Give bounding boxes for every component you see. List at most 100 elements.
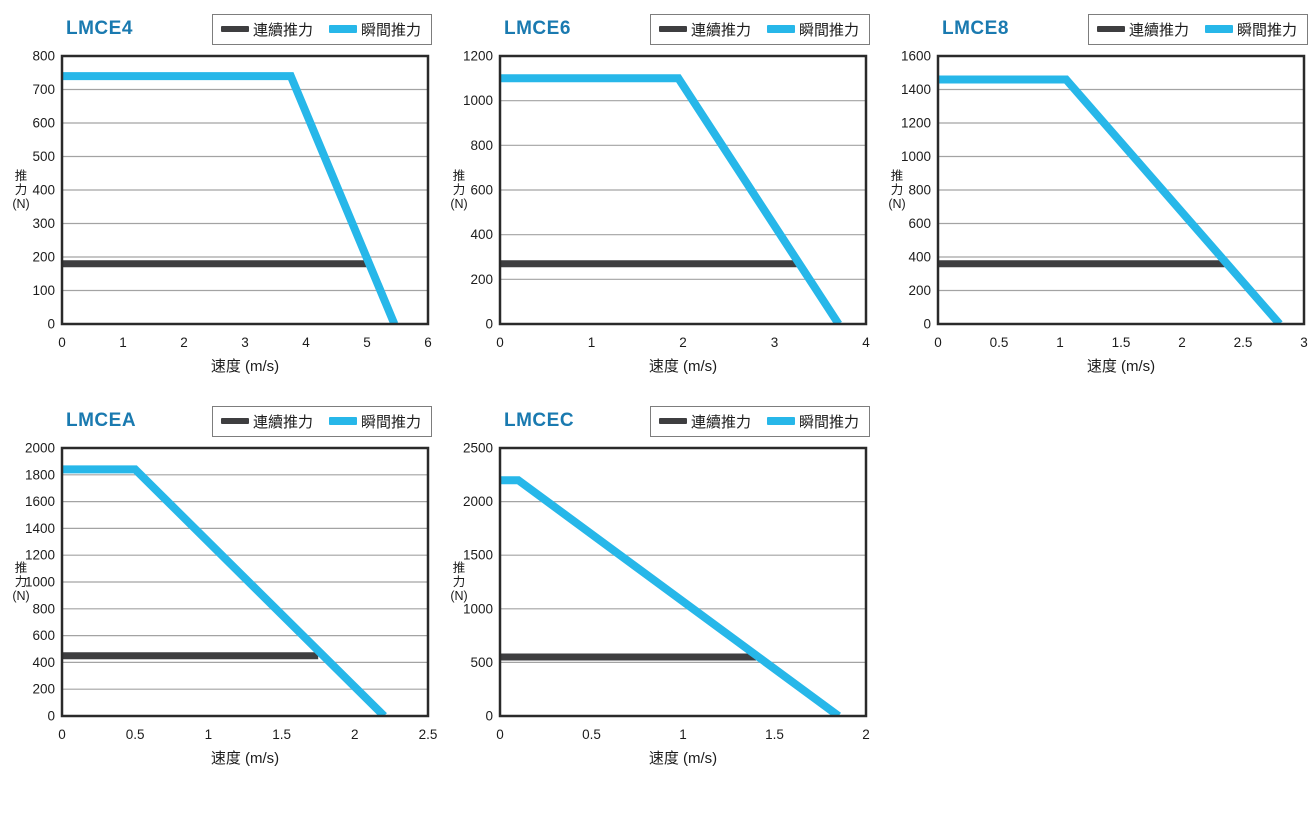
chart-title: LMCEA	[66, 410, 137, 431]
svg-text:2.5: 2.5	[1234, 335, 1253, 350]
svg-text:(N): (N)	[450, 589, 467, 603]
x-tick-labels: 0 0.5 1 1.5 2	[496, 727, 870, 742]
x-axis-label: 速度 (m/s)	[1087, 358, 1155, 375]
x-tick-labels: 0 1 2 3 4	[496, 335, 870, 350]
svg-text:400: 400	[470, 227, 493, 242]
svg-text:0: 0	[923, 317, 931, 332]
legend-item-instant: 瞬間推力	[1204, 19, 1297, 40]
legend: 連續推力 瞬間推力	[1087, 13, 1308, 45]
instant-thrust-swatch	[766, 417, 795, 425]
svg-text:500: 500	[32, 149, 55, 164]
svg-text:1: 1	[588, 335, 596, 350]
legend-label-continuous: 連續推力	[252, 21, 313, 39]
svg-text:4: 4	[862, 335, 870, 350]
plot-area: 0 200 400 600 800 1000 1200 1400 1600 1800 2000 0 0.…	[0, 438, 438, 770]
svg-text:0: 0	[485, 317, 493, 332]
svg-text:3: 3	[771, 335, 779, 350]
x-tick-labels: 0 0.5 1 1.5 2 2.5 3	[934, 335, 1308, 350]
continuous-thrust-swatch	[1096, 26, 1125, 32]
continuous-thrust-swatch	[220, 418, 249, 424]
instant-thrust-swatch	[1204, 25, 1233, 33]
svg-text:1: 1	[679, 727, 687, 742]
svg-text:1600: 1600	[25, 494, 55, 509]
legend-item-instant: 瞬間推力	[766, 411, 859, 432]
svg-text:600: 600	[32, 628, 55, 643]
svg-text:300: 300	[32, 216, 55, 231]
legend: 連續推力 瞬間推力	[211, 13, 432, 45]
plot-area: 0 500 1000 1500 2000 2500 0 0.5 1 1.5 2 速度 (m/s) 推力(…	[438, 438, 876, 770]
svg-text:1000: 1000	[25, 575, 55, 590]
svg-text:1.5: 1.5	[272, 727, 291, 742]
svg-text:力: 力	[453, 183, 466, 197]
svg-text:800: 800	[470, 138, 493, 153]
legend-item-continuous: 連續推力	[220, 19, 313, 40]
svg-text:推: 推	[15, 561, 28, 575]
svg-text:3: 3	[241, 335, 249, 350]
svg-text:3: 3	[1300, 335, 1308, 350]
svg-text:1.5: 1.5	[1112, 335, 1131, 350]
svg-text:推: 推	[453, 169, 466, 183]
y-tick-labels: 0 200 400 600 800 1000 1200 1400 1600 1800 2000	[25, 441, 55, 724]
svg-text:2: 2	[351, 727, 359, 742]
legend-item-instant: 瞬間推力	[328, 411, 421, 432]
svg-text:1400: 1400	[25, 521, 55, 536]
x-axis-label: 速度 (m/s)	[211, 750, 279, 767]
y-tick-labels: 0 200 400 600 800 1000 1200 1400 1600	[901, 49, 931, 332]
chart-block-lmce4: LMCE4 連續推力 瞬間推力 0 100 200 300 400 500 600 700 80…	[0, 12, 438, 378]
plot-area: 0 200 400 600 800 1000 1200 0 1 2 3 4 速度 (m/s) 推力 (N)	[438, 46, 876, 378]
plot-border	[498, 54, 868, 326]
svg-text:1: 1	[1056, 335, 1064, 350]
legend-label-instant: 瞬間推力	[360, 21, 421, 39]
svg-text:0: 0	[58, 727, 66, 742]
plot-border	[60, 446, 430, 718]
instant-thrust-line	[500, 74, 842, 324]
svg-text:1000: 1000	[463, 601, 493, 616]
svg-text:800: 800	[908, 183, 931, 198]
svg-text:0: 0	[47, 317, 55, 332]
continuous-thrust-swatch	[220, 26, 249, 32]
svg-text:(N): (N)	[12, 589, 29, 603]
instant-thrust-line	[938, 75, 1283, 324]
svg-text:2: 2	[862, 727, 870, 742]
svg-text:400: 400	[32, 655, 55, 670]
svg-text:推: 推	[891, 169, 904, 183]
svg-text:1600: 1600	[901, 49, 931, 64]
instant-thrust-line	[62, 72, 399, 324]
plot-area: 0 100 200 300 400 500 600 700 800 0 1 2 3 4 5 6 速度 (m/s)…	[0, 46, 438, 378]
svg-text:800: 800	[32, 49, 55, 64]
chart-canvas: 0 500 1000 1500 2000 2500 0 0.5 1 1.5 2 速度 (m/s) 推力(…	[450, 441, 870, 768]
svg-text:200: 200	[470, 272, 493, 287]
legend-item-instant: 瞬間推力	[766, 19, 859, 40]
svg-text:800: 800	[32, 601, 55, 616]
svg-text:4: 4	[302, 335, 310, 350]
chart-header: LMCE4 連續推力 瞬間推力	[0, 12, 438, 46]
svg-text:700: 700	[32, 82, 55, 97]
svg-text:200: 200	[32, 250, 55, 265]
legend: 連續推力 瞬間推力	[649, 13, 870, 45]
chart-canvas: 0 200 400 600 800 1000 1200 1400 1600 1800 2000 0 0.…	[12, 441, 437, 768]
svg-text:(N): (N)	[450, 197, 467, 211]
svg-text:力: 力	[15, 575, 28, 589]
svg-text:2000: 2000	[25, 441, 55, 456]
gridlines	[62, 88, 428, 292]
svg-text:推: 推	[453, 561, 466, 575]
svg-text:0: 0	[496, 727, 504, 742]
chart-header: LMCE8 連續推力 瞬間推力	[876, 12, 1314, 46]
svg-text:200: 200	[908, 283, 931, 298]
svg-text:0: 0	[58, 335, 66, 350]
y-tick-labels: 0 100 200 300 400 500 600 700 800	[32, 49, 55, 332]
instant-thrust-swatch	[328, 417, 357, 425]
svg-text:0: 0	[485, 709, 493, 724]
svg-text:500: 500	[470, 655, 493, 670]
svg-text:(N): (N)	[888, 197, 905, 211]
svg-text:0.5: 0.5	[126, 727, 145, 742]
plot-border	[498, 446, 868, 718]
svg-text:1200: 1200	[901, 116, 931, 131]
chart-block-lmcea: LMCEA 連續推力 瞬間推力 0 200 400 600 800 1000 1200 140…	[0, 404, 438, 770]
svg-text:2000: 2000	[463, 494, 493, 509]
svg-text:1000: 1000	[901, 149, 931, 164]
chart-title: LMCE4	[66, 18, 133, 39]
svg-text:100: 100	[32, 283, 55, 298]
y-axis-label: 推力(N)	[12, 169, 29, 211]
continuous-thrust-swatch	[658, 418, 687, 424]
